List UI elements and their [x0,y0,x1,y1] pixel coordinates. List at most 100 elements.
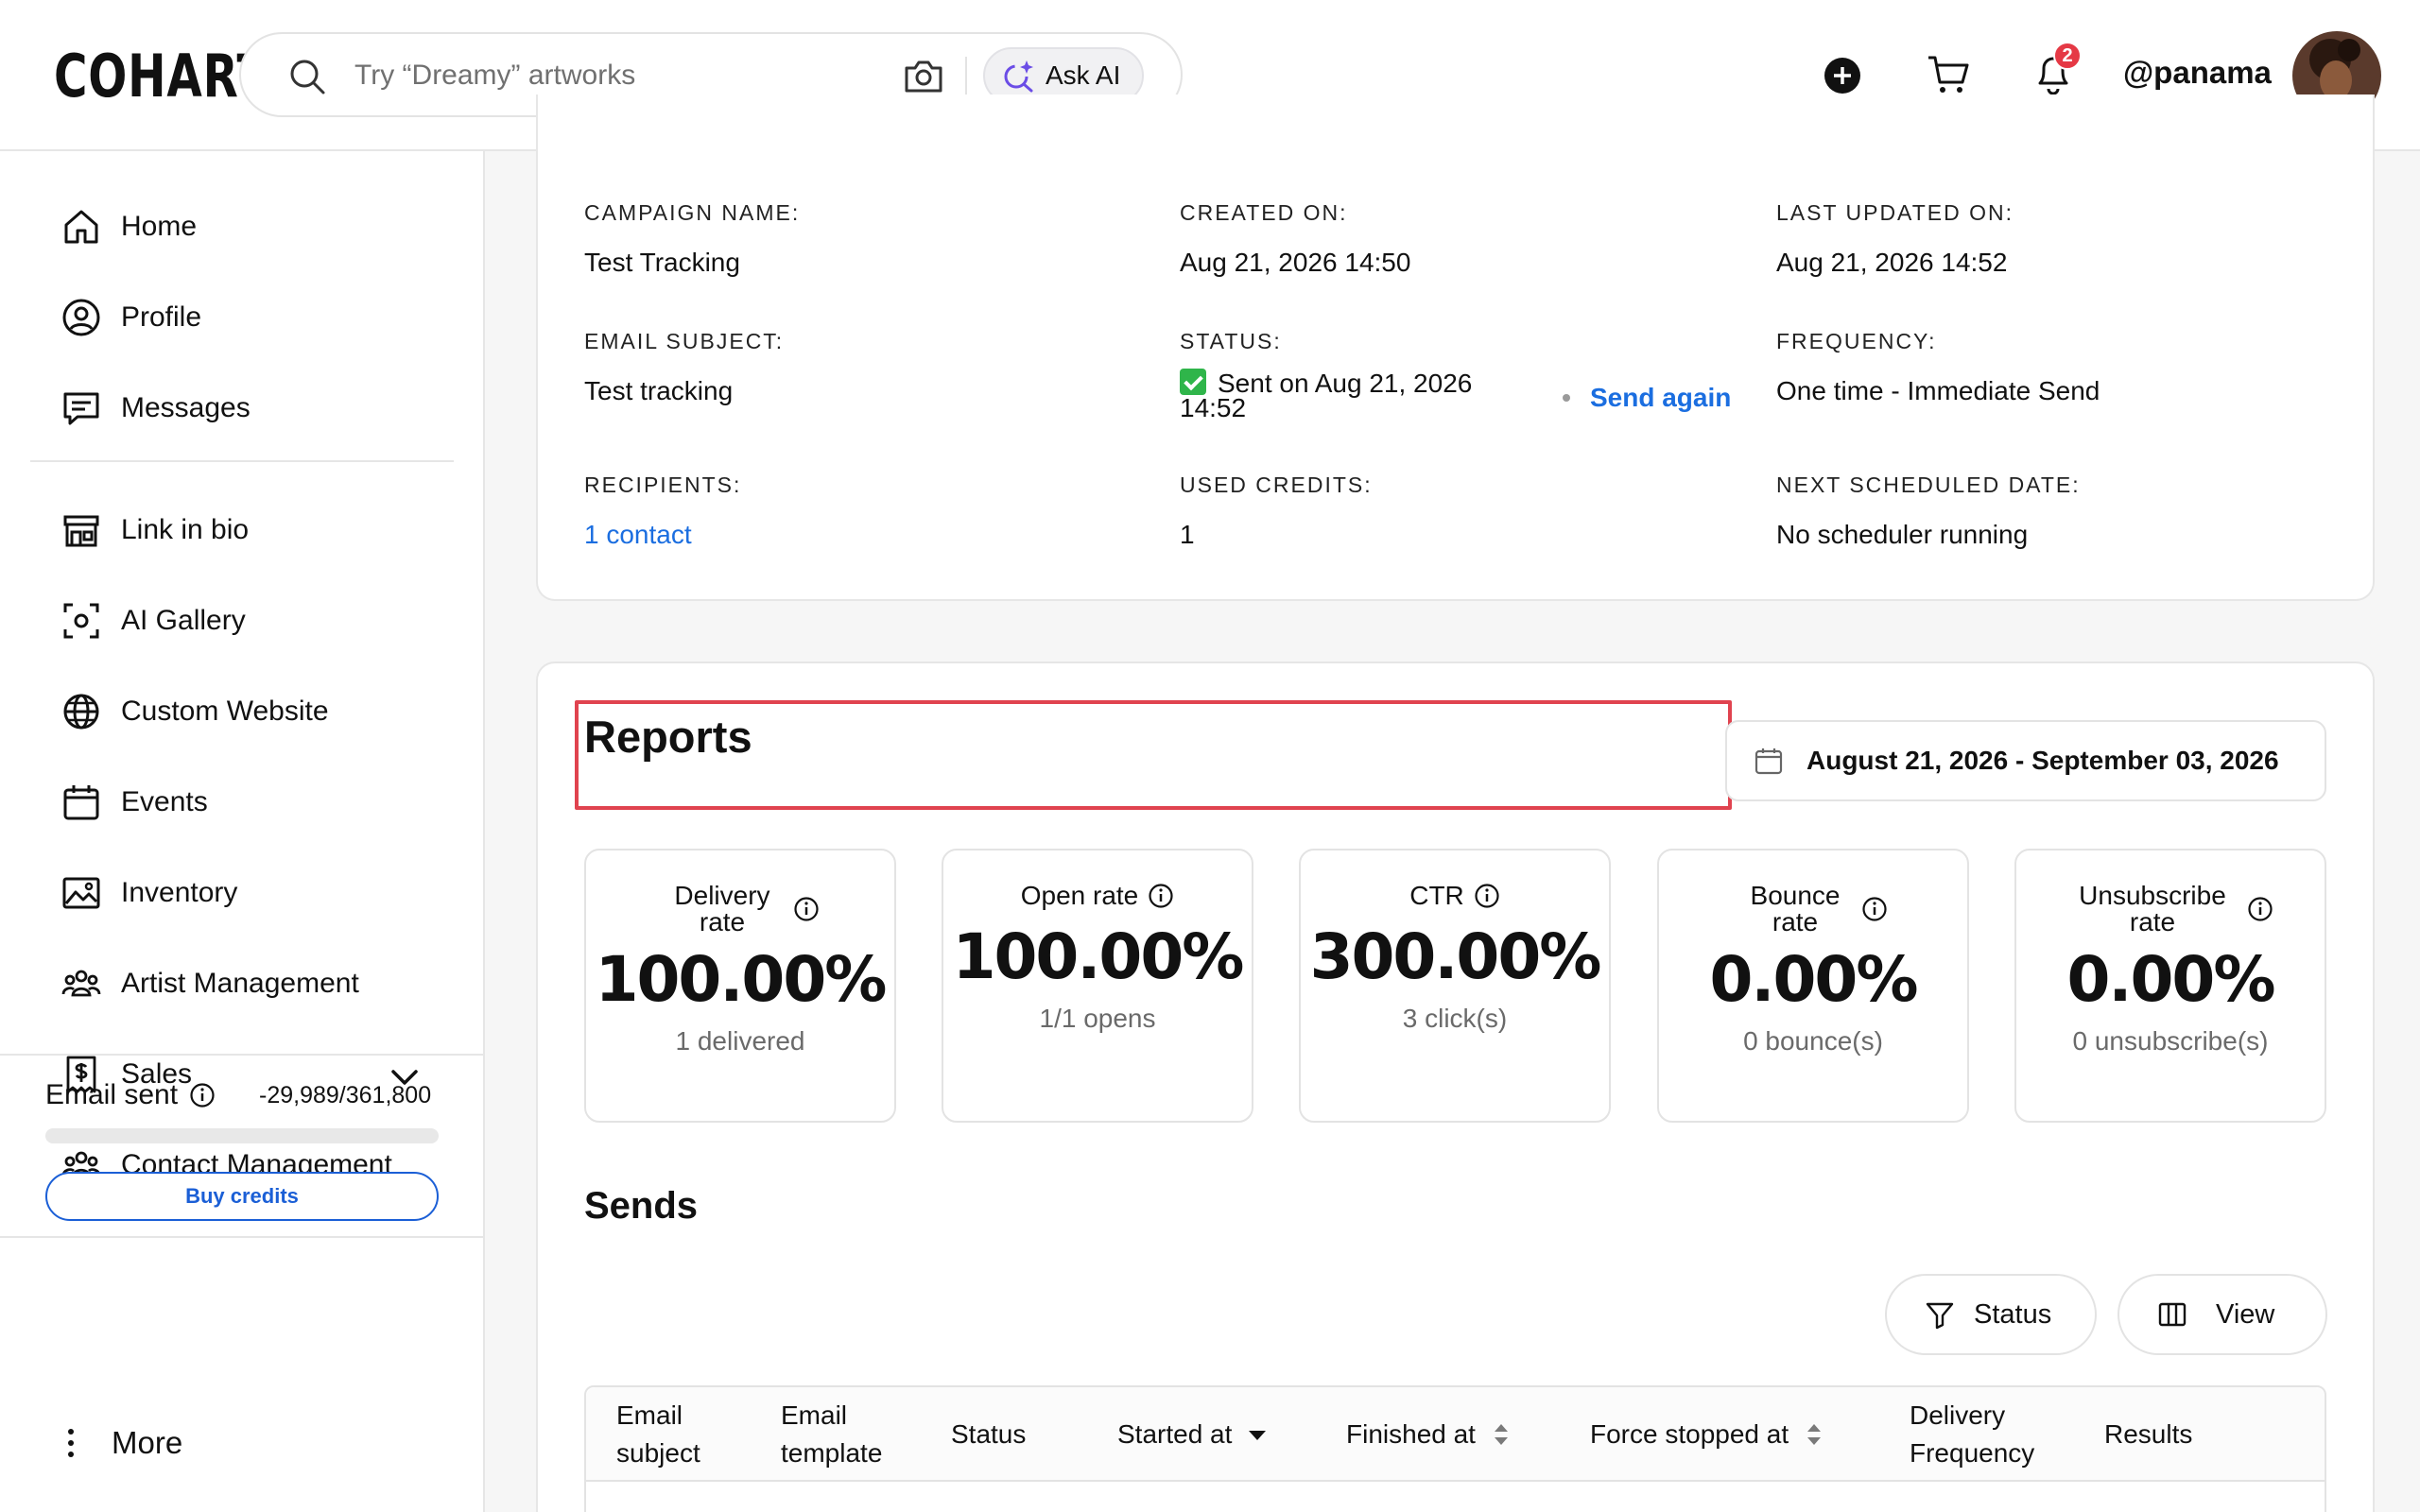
email-sent-count: -29,989/361,800 [259,1082,432,1108]
column-label: Results [2104,1419,2193,1449]
next-scheduled-value: No scheduler running [1776,520,2029,549]
sidebar-item-link-in-bio[interactable]: Link in bio [60,502,249,558]
sidebar-item-home[interactable]: Home [60,198,197,255]
info-icon[interactable] [1474,883,1500,909]
sidebar-item-label: AI Gallery [121,605,246,636]
sidebar-item-custom-website[interactable]: Custom Website [60,683,329,740]
stat-value: 300.00% [1309,920,1602,993]
sidebar-item-messages[interactable]: Messages [60,380,251,437]
column-finished-at[interactable]: Finished at [1346,1387,1512,1482]
sidebar: Home Profile Messages Link in bio AI Gal… [0,151,485,1512]
column-results[interactable]: Results [2104,1387,2192,1482]
username[interactable]: @panama [2123,55,2272,90]
sidebar-item-ai-gallery[interactable]: AI Gallery [60,593,246,649]
column-label: Status [951,1419,1027,1449]
more-menu[interactable]: More [68,1425,182,1461]
view-columns-button[interactable]: View [2118,1274,2327,1355]
stat-card-unsubscribe-rate: Unsubscribe rate 0.00% 0 unsubscribe(s) [2014,849,2326,1123]
stat-label: Bounce rate [1750,881,1841,936]
scan-icon [63,603,99,639]
frequency-value: One time - Immediate Send [1776,376,2100,405]
buy-credits-button[interactable]: Buy credits [45,1172,439,1221]
status-filter-button[interactable]: Status [1885,1274,2097,1355]
sidebar-item-artist-management[interactable]: Artist Management [60,955,359,1012]
stat-card-delivery-rate: Delivery rate 100.00% 1 delivered [584,849,896,1123]
search-icon [290,60,325,94]
sort-icon[interactable] [1804,1421,1824,1448]
sends-title: Sends [584,1185,699,1227]
next-scheduled-label: NEXT SCHEDULED DATE: [1776,472,2081,497]
sidebar-item-label: Profile [121,301,202,333]
separator-dot [1563,394,1570,402]
column-delivery-frequency[interactable]: Delivery Frequency [1910,1387,2051,1482]
info-icon[interactable] [2247,896,2273,922]
sidebar-item-events[interactable]: Events [60,774,208,831]
column-status[interactable]: Status [951,1387,1026,1482]
stat-value: 100.00% [595,943,888,1016]
recipients-link[interactable]: 1 contact [584,520,692,549]
add-circle-icon[interactable] [1824,57,1861,94]
sends-table: Email subject Email template Status Star… [584,1385,2326,1512]
sparkle-search-icon [1004,60,1033,93]
stat-subtext: 1/1 opens [1039,1004,1156,1033]
campaign-info-card [536,94,2375,601]
date-range-text: August 21, 2026 - September 03, 2026 [1806,746,2279,775]
stat-label: Unsubscribe rate [2079,881,2226,936]
profile-icon [62,299,100,336]
column-label: Email subject [616,1400,700,1468]
column-label: Force stopped at [1590,1419,1789,1449]
messages-icon [63,392,99,425]
frequency-label: FREQUENCY: [1776,329,1937,353]
column-started-at[interactable]: Started at [1117,1387,1268,1482]
sidebar-item-label: Artist Management [121,968,359,999]
info-icon[interactable] [1861,896,1888,922]
stat-subtext: 0 unsubscribe(s) [2072,1026,2269,1056]
sidebar-item-profile[interactable]: Profile [60,289,201,346]
column-force-stopped-at[interactable]: Force stopped at [1590,1387,1824,1482]
sidebar-item-label: Sales [121,1058,193,1090]
column-label: Finished at [1346,1419,1476,1449]
reports-title: Reports [584,712,752,762]
more-label: More [112,1425,183,1460]
sidebar-item-label: Link in bio [121,514,250,545]
column-email-template[interactable]: Email template [781,1387,923,1482]
email-sent-label: Email sent [45,1079,216,1111]
columns-icon [2158,1302,2187,1327]
cart-icon[interactable] [1927,54,1970,95]
filter-icon [1926,1302,1954,1330]
sidebar-item-label: Inventory [121,877,238,908]
info-icon[interactable] [1148,883,1174,909]
sidebar-item-sales[interactable]: Sales [60,1046,192,1103]
stat-label: Open rate [1020,881,1139,910]
column-label: Started at [1117,1419,1233,1449]
chevron-down-icon[interactable] [388,1060,422,1094]
calendar-icon [63,785,99,820]
calendar-icon [1754,748,1783,775]
sort-desc-icon[interactable] [1247,1421,1268,1448]
column-label: Delivery Frequency [1910,1400,2035,1468]
created-on-label: CREATED ON: [1180,200,1348,225]
info-icon[interactable] [189,1082,216,1108]
campaign-name-label: CAMPAIGN NAME: [584,200,801,225]
info-icon[interactable] [793,896,820,922]
used-credits-label: USED CREDITS: [1180,472,1373,497]
home-icon [64,210,98,244]
email-subject-label: EMAIL SUBJECT: [584,329,785,353]
stat-value: 0.00% [2066,943,2276,1016]
stat-value: 100.00% [952,920,1245,993]
cohart-logo[interactable]: COHART [54,42,269,111]
image-icon [62,877,100,909]
status-label: STATUS: [1180,329,1282,353]
send-again-link[interactable]: Send again [1590,383,1732,412]
sort-icon[interactable] [1491,1421,1512,1448]
credits-progress-bar [45,1128,439,1143]
stat-card-ctr: CTR 300.00% 3 click(s) [1299,849,1611,1123]
sidebar-item-inventory[interactable]: Inventory [60,865,237,921]
status-text: Sent on Aug 21, 2026 14:52 [1180,369,1473,422]
column-email-subject[interactable]: Email subject [616,1387,749,1482]
date-range-picker[interactable]: August 21, 2026 - September 03, 2026 [1725,720,2326,801]
campaign-name-value: Test Tracking [584,248,740,277]
sidebar-item-label: Messages [121,392,251,423]
sidebar-item-label: Custom Website [121,696,329,727]
camera-icon[interactable] [903,57,944,94]
